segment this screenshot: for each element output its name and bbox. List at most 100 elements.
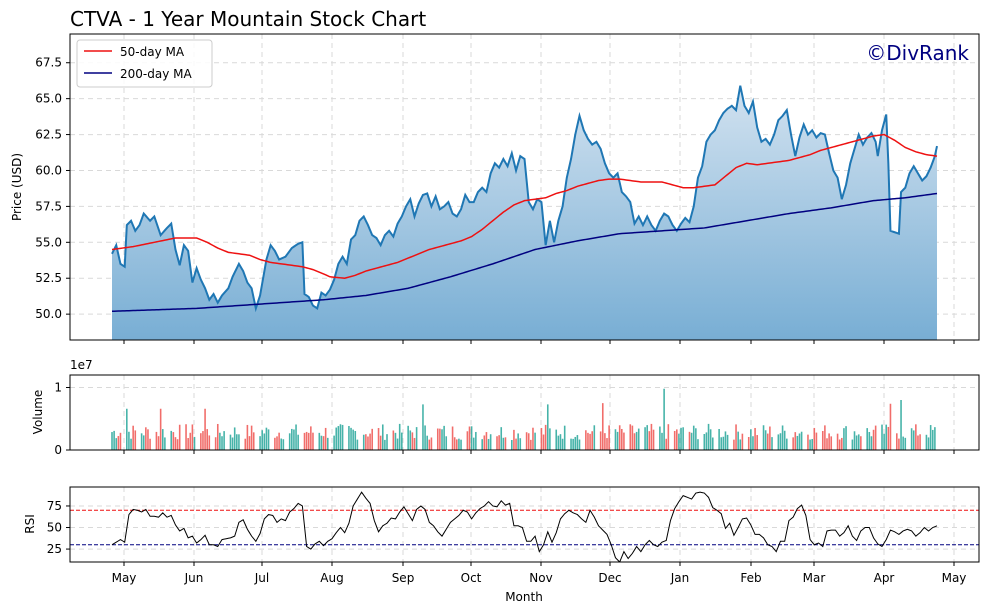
volume-bar: [659, 426, 661, 450]
volume-bar: [783, 430, 786, 450]
volume-bar: [735, 424, 737, 450]
volume-bar: [561, 438, 564, 450]
watermark: ©DivRank: [866, 41, 969, 65]
volume-bar: [614, 429, 617, 450]
volume-bar: [280, 438, 283, 450]
volume-bar: [762, 425, 765, 450]
volume-bar: [267, 429, 270, 450]
volume-bar: [456, 439, 458, 450]
volume-bar: [407, 425, 409, 450]
volume-bar: [409, 430, 412, 450]
volume-bar: [117, 436, 120, 450]
volume-bar: [593, 425, 596, 450]
volume-bar: [377, 428, 380, 450]
price-line: [111, 85, 938, 313]
volume-bar: [815, 432, 818, 450]
volume-bar: [752, 436, 754, 450]
volume-bar: [915, 424, 917, 450]
volume-bar: [500, 427, 503, 450]
volume-bar: [176, 439, 179, 450]
volume-bar: [246, 424, 249, 450]
volume-bar: [339, 424, 342, 450]
volume-bar: [910, 428, 913, 450]
volume-bar: [828, 433, 830, 450]
volume-bar: [601, 403, 604, 450]
volume-bar: [411, 432, 414, 450]
volume-bar: [223, 431, 225, 450]
volume-bar: [157, 436, 160, 450]
volume-bar: [481, 439, 483, 450]
volume-bar: [472, 437, 475, 450]
volume-bar: [766, 433, 769, 450]
volume-bar: [367, 436, 369, 450]
volume-bar: [430, 437, 433, 450]
volume-bar: [159, 408, 162, 450]
volume-bar: [352, 429, 354, 450]
volume-bar: [853, 431, 856, 450]
volume-bar: [424, 425, 426, 450]
volume-bar: [739, 439, 742, 450]
volume-bar: [498, 435, 500, 450]
volume-bar: [661, 432, 663, 450]
volume-bar: [557, 435, 560, 450]
volume-bar: [318, 432, 321, 450]
volume-bar: [703, 434, 706, 450]
volume-bar: [119, 432, 122, 450]
volume-bar: [889, 403, 892, 450]
volume-bar: [902, 436, 904, 450]
volume-bar: [233, 427, 236, 450]
volume-bar: [216, 423, 219, 450]
volume-bar: [392, 430, 395, 450]
rsi-grid: [70, 487, 979, 562]
volume-bar: [678, 433, 680, 450]
volume-bar: [307, 432, 310, 450]
volume-bar: [616, 431, 619, 450]
volume-bar: [665, 438, 668, 450]
volume-bar: [756, 435, 758, 450]
volume-y-label: Volume: [31, 390, 45, 435]
x-tick-label: Oct: [461, 571, 482, 585]
volume-bar: [185, 424, 187, 450]
volume-bar: [559, 434, 562, 450]
volume-bar: [532, 427, 534, 450]
ma50-line: [111, 133, 938, 279]
volume-bar: [792, 437, 794, 450]
volume-bar: [608, 425, 610, 450]
volume-bar: [555, 429, 558, 450]
legend-entry-ma50: 50-day MA: [120, 45, 185, 59]
x-tick-label: Feb: [740, 571, 761, 585]
volume-bar: [305, 431, 308, 450]
volume-bar: [777, 434, 780, 450]
volume-bar: [542, 434, 545, 450]
volume-bar: [445, 436, 448, 450]
volume-bar: [379, 435, 382, 450]
volume-bar: [244, 438, 247, 450]
volume-bar: [709, 429, 712, 450]
volume-bar: [781, 425, 784, 450]
volume-bar: [860, 436, 862, 450]
volume-bar: [697, 439, 699, 450]
volume-bar: [322, 436, 325, 450]
volume-bar: [485, 432, 488, 450]
rsi-y-tick-label: 25: [47, 542, 62, 556]
volume-bar: [113, 430, 115, 450]
volume-bar: [925, 434, 928, 450]
volume-bar: [652, 429, 655, 450]
volume-bar: [428, 439, 431, 450]
volume-bar: [126, 408, 128, 450]
volume-bar: [219, 432, 221, 450]
volume-bar: [824, 425, 826, 450]
x-tick-label: Nov: [529, 571, 552, 585]
rsi-y-label: RSI: [23, 514, 37, 534]
volume-bar: [451, 426, 454, 450]
x-tick-label: Apr: [874, 571, 895, 585]
volume-bar: [335, 427, 338, 450]
volume-bar: [591, 431, 593, 450]
x-tick-label: May: [112, 571, 137, 585]
x-tick-label: Sep: [392, 571, 415, 585]
volume-bar: [747, 437, 750, 450]
volume-bar: [426, 435, 428, 450]
volume-bar: [826, 438, 828, 450]
